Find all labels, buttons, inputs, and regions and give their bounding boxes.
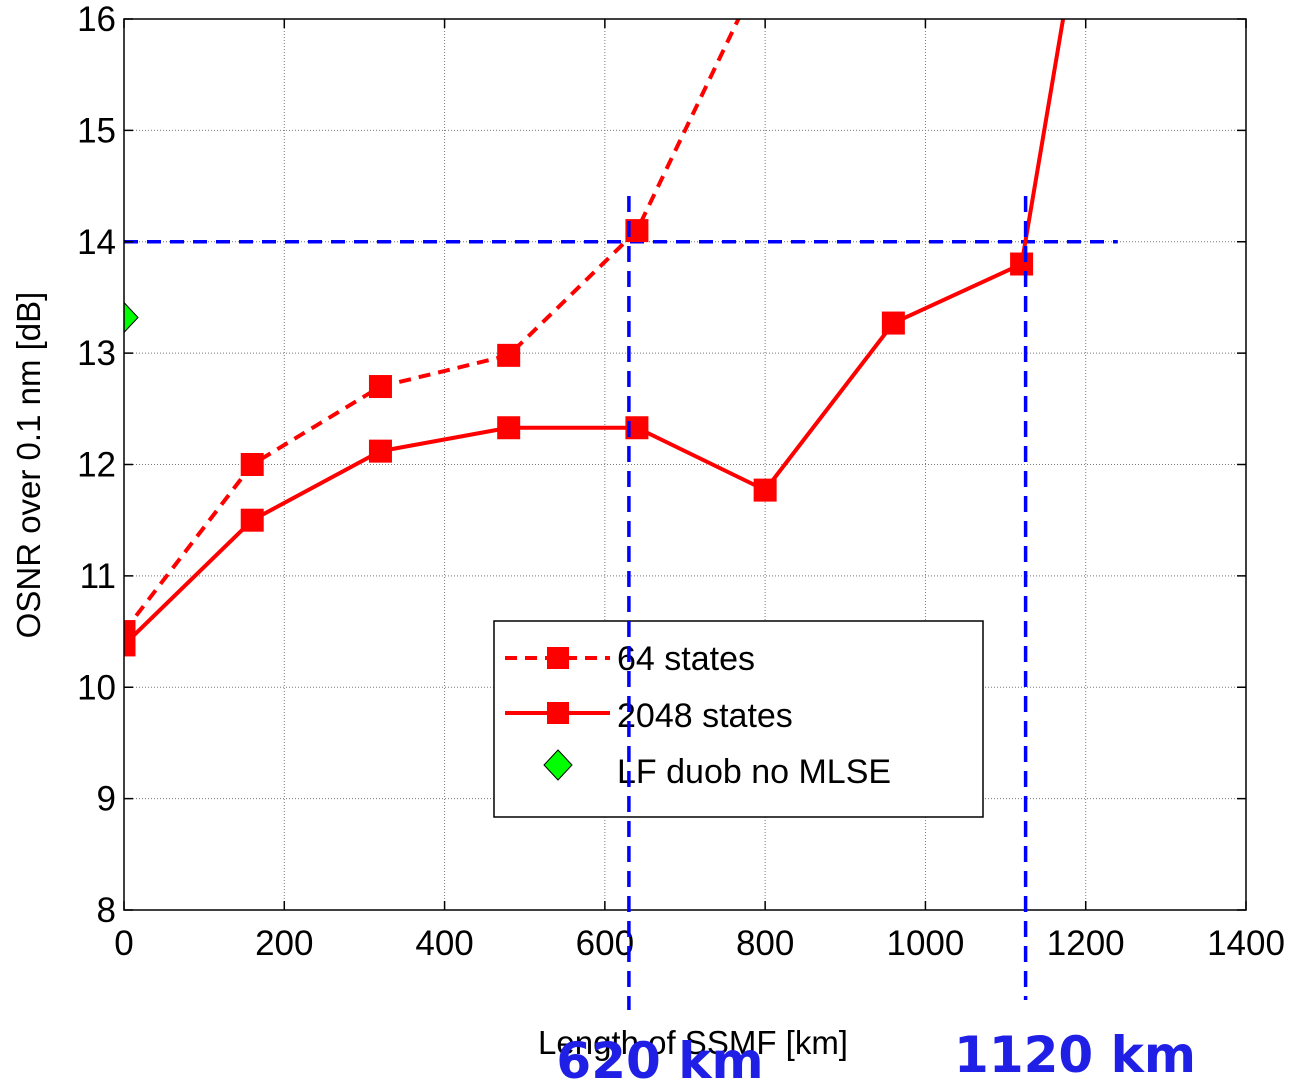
- series-1: [124, 19, 741, 644]
- data-point: [1010, 252, 1034, 276]
- x-tick-label: 1400: [1207, 924, 1285, 963]
- y-tick-label: 14: [77, 223, 116, 262]
- data-point: [881, 311, 905, 335]
- data-point: [124, 633, 136, 657]
- data-point: [240, 453, 264, 476]
- x-tick-label: 0: [114, 924, 133, 963]
- ticks: [123, 18, 1247, 911]
- legend: 64 states 2048 states LF duob no MLSE: [493, 620, 984, 818]
- y-tick-label: 12: [77, 446, 116, 485]
- x-tick-labels: 0 200 400 600 800 1000 1200 1400: [114, 924, 1285, 963]
- data-point: [753, 478, 777, 502]
- x-tick-label: 1200: [1047, 924, 1125, 963]
- series-3: [124, 301, 139, 334]
- series-layer: [124, 19, 1066, 657]
- data-point: [497, 343, 521, 367]
- data-point: [368, 439, 392, 463]
- y-tick-label: 13: [77, 334, 116, 373]
- y-axis-label: OSNR over 0.1 nm [dB]: [10, 292, 47, 639]
- data-point: [240, 508, 264, 532]
- x-tick-label: 600: [576, 924, 634, 963]
- x-tick-label: 200: [255, 924, 313, 963]
- data-point: [625, 416, 649, 440]
- y-tick-label: 10: [77, 668, 116, 707]
- data-point: [368, 375, 392, 399]
- data-point: [625, 219, 649, 243]
- x-tick-label: 800: [736, 924, 794, 963]
- x-tick-label: 400: [415, 924, 473, 963]
- y-tick-label: 11: [80, 557, 116, 596]
- series-line: [124, 19, 741, 633]
- legend-entry-lf-duob: LF duob no MLSE: [617, 753, 891, 791]
- legend-box: [493, 620, 984, 818]
- y-tick-label: 9: [97, 780, 116, 819]
- y-tick-label: 16: [77, 0, 116, 39]
- legend-entry-64-states: 64 states: [617, 640, 755, 678]
- y-tick-labels: 8 9 10 11 12 13 14 15 16: [77, 0, 116, 930]
- data-point: [497, 416, 521, 440]
- x-tick-label: 1000: [886, 924, 964, 963]
- data-point: [124, 301, 139, 334]
- annotation-620-km: 620 km: [556, 1032, 763, 1089]
- legend-marker-sample: [547, 647, 569, 669]
- y-tick-label: 8: [97, 891, 116, 930]
- legend-samples: [505, 647, 610, 781]
- legend-marker-sample: [543, 749, 573, 781]
- legend-marker-sample: [547, 702, 569, 724]
- legend-entry-2048-states: 2048 states: [617, 697, 793, 735]
- annotation-1120-km: 1120 km: [954, 1026, 1196, 1084]
- y-tick-label: 15: [77, 111, 116, 150]
- vertical-reference-lines: [627, 196, 1028, 1010]
- series-2: [124, 19, 1066, 657]
- x-axis-label: Length of SSMF [km]: [538, 1024, 848, 1061]
